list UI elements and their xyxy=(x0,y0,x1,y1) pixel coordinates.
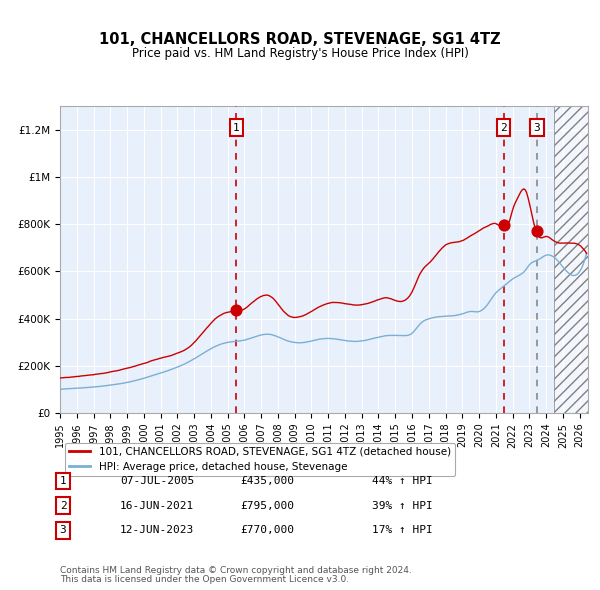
Bar xyxy=(554,106,588,413)
Text: 2: 2 xyxy=(59,501,67,510)
Text: 2: 2 xyxy=(500,123,507,133)
Text: 3: 3 xyxy=(533,123,541,133)
Point xyxy=(232,306,241,315)
Text: 12-JUN-2023: 12-JUN-2023 xyxy=(120,526,194,535)
Text: 17% ↑ HPI: 17% ↑ HPI xyxy=(372,526,433,535)
Text: £770,000: £770,000 xyxy=(240,526,294,535)
Text: 1: 1 xyxy=(233,123,240,133)
Text: Price paid vs. HM Land Registry's House Price Index (HPI): Price paid vs. HM Land Registry's House … xyxy=(131,47,469,60)
Text: Contains HM Land Registry data © Crown copyright and database right 2024.: Contains HM Land Registry data © Crown c… xyxy=(60,566,412,575)
Text: 3: 3 xyxy=(59,526,67,535)
Text: 1: 1 xyxy=(59,476,67,486)
Text: This data is licensed under the Open Government Licence v3.0.: This data is licensed under the Open Gov… xyxy=(60,575,349,584)
Bar xyxy=(554,106,588,413)
Text: 07-JUL-2005: 07-JUL-2005 xyxy=(120,476,194,486)
Point xyxy=(532,227,542,236)
Text: 101, CHANCELLORS ROAD, STEVENAGE, SG1 4TZ: 101, CHANCELLORS ROAD, STEVENAGE, SG1 4T… xyxy=(99,32,501,47)
Text: £435,000: £435,000 xyxy=(240,476,294,486)
Text: 16-JUN-2021: 16-JUN-2021 xyxy=(120,501,194,510)
Text: 39% ↑ HPI: 39% ↑ HPI xyxy=(372,501,433,510)
Text: 44% ↑ HPI: 44% ↑ HPI xyxy=(372,476,433,486)
Legend: 101, CHANCELLORS ROAD, STEVENAGE, SG1 4TZ (detached house), HPI: Average price, : 101, CHANCELLORS ROAD, STEVENAGE, SG1 4T… xyxy=(65,442,455,476)
Text: £795,000: £795,000 xyxy=(240,501,294,510)
Point xyxy=(499,221,508,230)
